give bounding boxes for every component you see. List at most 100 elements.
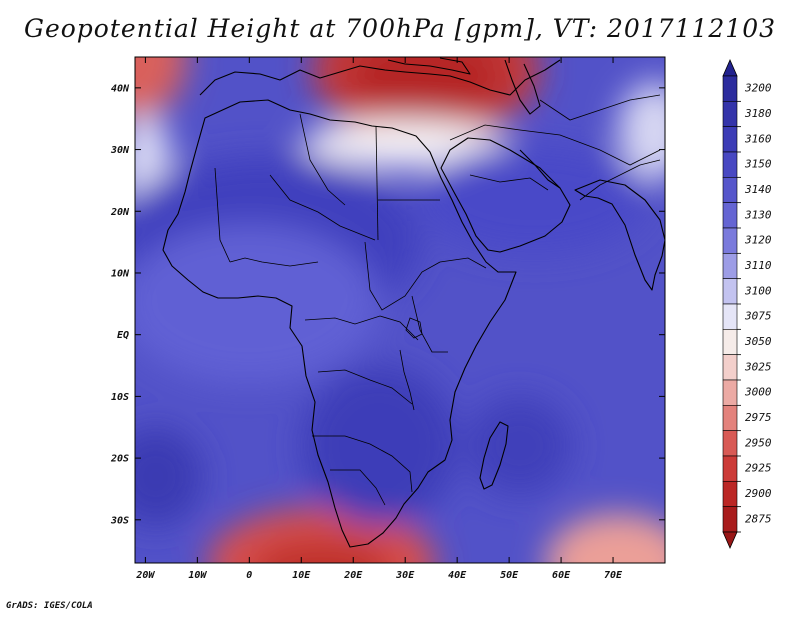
border-sahara-west [214,167,231,263]
colorbar-label: 3050 [744,335,772,348]
grads-credit: GrADS: IGES/COLA [6,601,93,611]
height-field-blob-4 [250,538,394,563]
x-tick-label: 70E [604,570,623,581]
border-east-africa [411,295,448,353]
colorbar-top-arrow [722,59,738,77]
y-tick-label: 20S [110,454,129,465]
y-tick-label: 20N [110,207,130,218]
border-south-asia [579,159,661,201]
colorbar-bottom-arrow [722,531,738,549]
lake-victoria [405,317,423,339]
height-field-blob-2 [135,57,187,119]
y-tick-label: 30N [110,145,130,156]
colorbar-label: 2925 [745,462,772,475]
y-tick-label: 10N [111,268,130,279]
europe-coastline [199,59,561,96]
colorbar-label: 3000 [744,386,772,399]
border-middle-east [449,124,661,166]
colorbar-label: 2900 [745,487,772,500]
colorbar-swatch [722,253,738,279]
x-tick-label: 20E [343,570,363,581]
colorbar-label: 3180 [744,107,772,120]
height-field-blob-13 [135,427,203,526]
y-tick-label: 30S [110,515,129,526]
height-field-blob-6 [301,118,510,169]
colorbar: 3200 3180 3160 3150 3140 3130 3120 3110 3100 3075… [722,59,772,549]
persian-gulf-coastline [519,149,561,189]
border-horn [439,257,487,269]
coastlines [162,57,665,548]
x-tick-label: 0 [246,570,252,581]
border-sahel-west [229,257,319,267]
colorbar-swatch [722,405,738,431]
arabia-coastline [440,137,571,253]
colorbar-label: 3160 [744,132,772,145]
map-plot-area: 20W 10W 0 10E 20E 30E 40E 50E 60E 70E 40N 30N 20N 10… [110,56,666,581]
colorbar-swatch [722,481,738,507]
colorbar-swatch [722,430,738,457]
colorbar-label: 3120 [744,234,772,247]
x-tick-label: 60E [552,570,571,581]
lake-tanganyika [399,349,415,411]
height-field-blob-8 [618,81,665,181]
colorbar-swatch [722,101,738,127]
caspian-sea-coastline [504,59,541,115]
border-sahara-north [299,113,346,206]
colorbar-label: 2950 [745,436,772,449]
x-tick-label: 50E [500,570,519,581]
height-field-blob-1 [348,57,504,119]
x-tick-label: 40E [448,570,467,581]
colorbar-label: 3140 [744,183,772,196]
border-saudi-arabia [469,174,549,191]
border-southern-africa [312,435,413,493]
colorbar-label: 2875 [745,512,772,525]
colorbar-swatch [722,278,738,305]
colorbar-label: 2975 [745,411,772,424]
colorbar-swatch [722,75,738,102]
colorbar-swatch [722,354,738,381]
y-tick-label: EQ [117,330,129,341]
country-borders [214,94,661,506]
colorbar-swatch [722,329,738,355]
colorbar-label: 3130 [744,208,772,221]
height-field-blob-11 [301,365,458,526]
x-axis-ticks: 20W 10W 0 10E 20E 30E 40E 50E 60E 70E [135,57,623,581]
india-coastline [574,179,665,291]
colorbar-swatch [722,227,738,254]
colorbar-swatch [722,379,738,406]
x-tick-label: 10E [292,570,311,581]
colorbar-label: 3200 [744,82,772,95]
y-tick-label: 10S [111,392,129,403]
black-sea-coastline [387,57,471,75]
y-axis-ticks: 40N 30N 20N 10N EQ 10S 20S 30S [110,83,665,526]
colorbar-label: 3110 [744,259,772,272]
border-asia-north [539,94,661,121]
height-field-blob-5 [545,513,665,563]
x-tick-label: 10W [188,570,207,581]
border-sahara-central [269,174,376,241]
colorbar-label: 3075 [744,310,772,323]
plot-frame [134,56,666,564]
border-congo-basin [304,315,419,341]
colorbar-swatch [722,177,738,203]
colorbar-label: 3100 [744,284,772,297]
y-tick-label: 40N [111,83,130,94]
colorbar-label: 3025 [744,360,772,373]
height-field-blob-14 [135,223,380,385]
madagascar-coastline [479,421,509,490]
africa-coastline [162,99,517,548]
colorbar-swatch [722,506,738,533]
colorbar-label: 3150 [744,158,772,171]
x-tick-label: 20W [135,570,155,581]
border-southern-africa-2 [330,469,386,506]
height-field-blob-12 [467,396,572,496]
height-field-blob-10 [420,143,650,255]
colorbar-swatch [722,151,738,178]
colorbar-swatch [722,303,738,330]
x-tick-label: 30E [395,570,415,581]
map-title: Geopotential Height at 700hPa [gpm], VT:… [23,14,777,43]
colorbar-swatch [722,202,738,229]
colorbar-swatch [722,455,738,482]
colorbar-swatch [722,126,738,153]
